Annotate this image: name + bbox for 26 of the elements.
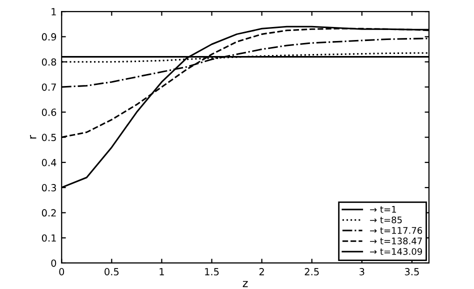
y-tick-label: 0.4	[42, 158, 56, 166]
y-tick-label: 0.7	[42, 83, 56, 91]
x-tick-label: 3	[360, 268, 364, 276]
x-tick-label: 0	[59, 268, 64, 276]
y-tick-label: 0.1	[42, 234, 56, 242]
x-axis-title: z	[242, 281, 248, 288]
y-tick-label: 0.5	[42, 134, 56, 142]
y-tick-label: 1	[52, 8, 56, 16]
y-tick-label: 0.8	[42, 58, 56, 66]
x-tick-label: 3.5	[404, 268, 419, 276]
legend-label: → t=85	[370, 216, 402, 224]
y-tick-label: 0.2	[42, 209, 56, 217]
x-tick-label: 2	[259, 268, 264, 276]
legend-label: → t=117.76	[370, 227, 422, 234]
x-tick-label: 1.5	[205, 268, 219, 276]
x-tick-label: 2.5	[304, 268, 319, 276]
legend-label: → t=1	[370, 206, 396, 213]
y-tick-label: 0.9	[42, 33, 56, 41]
y-tick-label: 0.3	[42, 184, 56, 192]
legend-label: → t=138.47	[370, 238, 422, 244]
y-tick-label: 0	[51, 259, 56, 267]
x-tick-label: 0.5	[104, 268, 119, 276]
y-tick-label: 0.6	[42, 108, 56, 116]
y-axis-title: r	[30, 134, 36, 139]
legend-label: → t=143.09	[370, 248, 422, 255]
x-tick-label: 1	[160, 268, 164, 276]
